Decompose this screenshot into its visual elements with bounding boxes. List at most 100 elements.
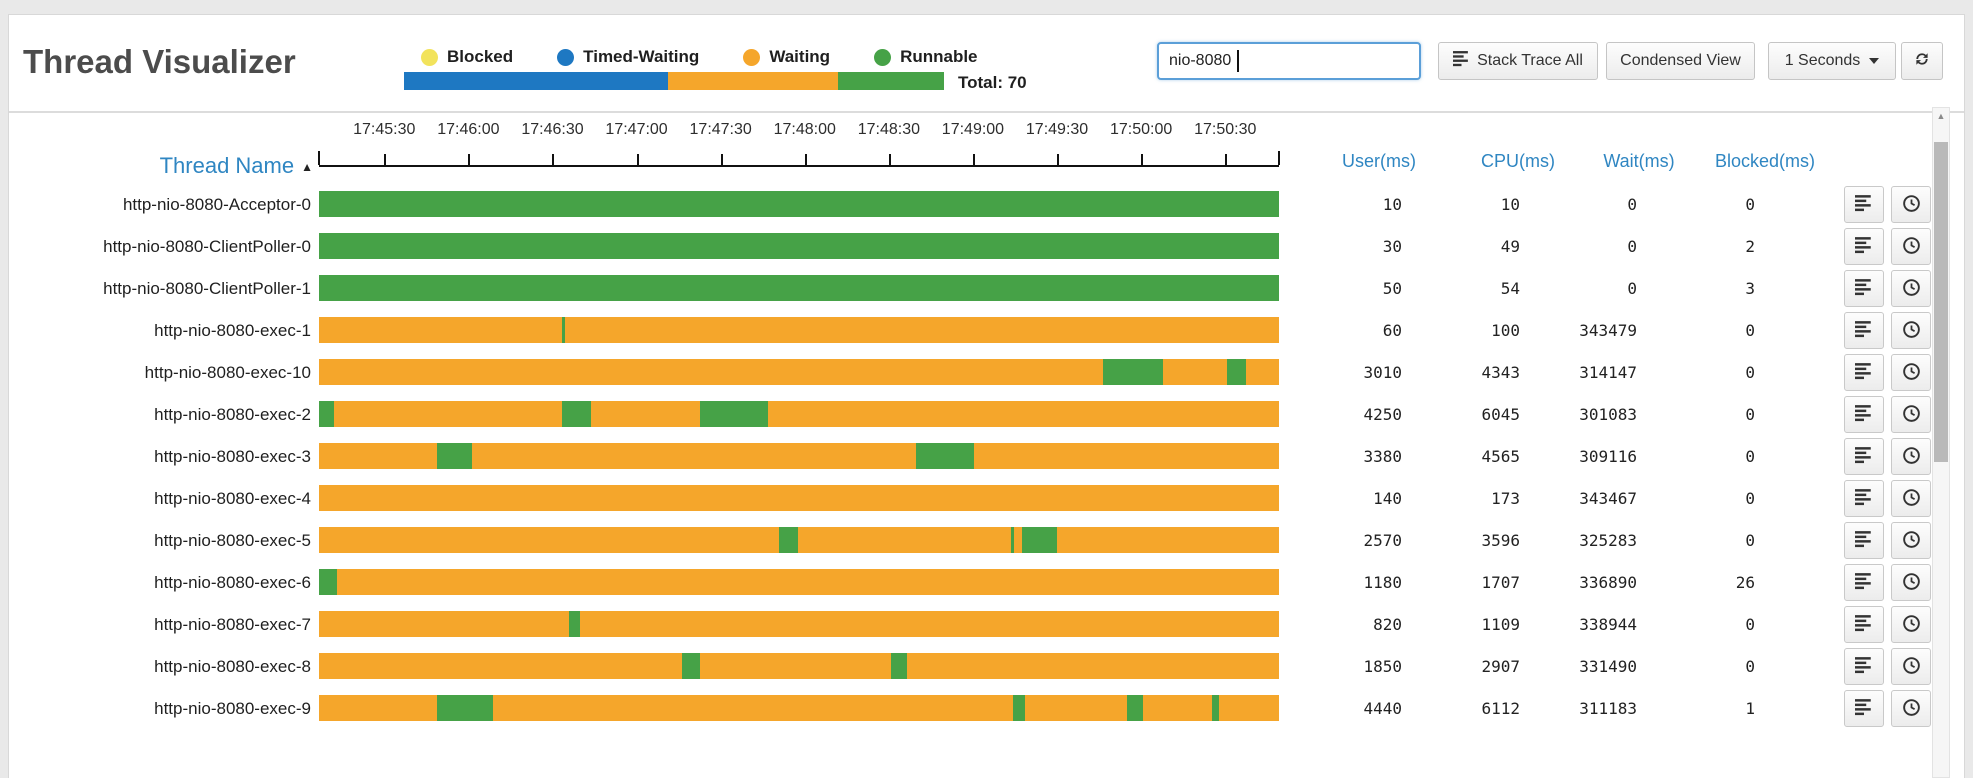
clock-icon bbox=[1902, 614, 1921, 636]
thread-timeline-bar[interactable] bbox=[319, 569, 1279, 595]
clock-icon bbox=[1902, 404, 1921, 426]
condensed-view-button[interactable]: Condensed View bbox=[1606, 42, 1755, 80]
legend-item: Runnable bbox=[874, 47, 978, 67]
thread-timeline-bar[interactable] bbox=[319, 233, 1279, 259]
row-history-button[interactable] bbox=[1891, 396, 1931, 433]
column-header-cpu[interactable]: CPU(ms) bbox=[1481, 151, 1555, 171]
axis-tick bbox=[1225, 154, 1228, 165]
user-ms-cell: 4250 bbox=[1363, 405, 1402, 424]
wait-ms-cell: 331490 bbox=[1579, 657, 1637, 676]
page-title: Thread Visualizer bbox=[23, 43, 296, 80]
legend-item-label: Waiting bbox=[769, 47, 831, 66]
thread-timeline-bar[interactable] bbox=[319, 191, 1279, 217]
legend-item: Blocked bbox=[421, 47, 513, 67]
wait-ms-cell: 0 bbox=[1627, 195, 1637, 214]
search-wrapper bbox=[1157, 42, 1421, 80]
clock-icon bbox=[1902, 278, 1921, 300]
interval-dropdown[interactable]: 1 Seconds bbox=[1768, 42, 1896, 80]
wait-ms-cell: 343479 bbox=[1579, 321, 1637, 340]
column-header-wait[interactable]: Wait(ms) bbox=[1603, 151, 1675, 171]
table-row: http-nio-8080-exec-5 2570 3596 325283 0 bbox=[9, 519, 1964, 561]
thread-timeline-bar[interactable] bbox=[319, 443, 1279, 469]
cpu-ms-cell: 10 bbox=[1500, 195, 1520, 214]
wait-ms-cell: 325283 bbox=[1579, 531, 1637, 550]
clock-icon bbox=[1902, 572, 1921, 594]
axis-tick-label: 17:46:30 bbox=[521, 121, 584, 138]
row-stack-trace-button[interactable] bbox=[1844, 228, 1884, 265]
thread-timeline-bar[interactable] bbox=[319, 527, 1279, 553]
align-left-icon bbox=[1855, 656, 1873, 677]
row-stack-trace-button[interactable] bbox=[1844, 354, 1884, 391]
row-stack-trace-button[interactable] bbox=[1844, 186, 1884, 223]
thread-timeline-bar[interactable] bbox=[319, 695, 1279, 721]
total-threads-label: Total: 70 bbox=[958, 73, 1027, 92]
table-row: http-nio-8080-exec-9 4440 6112 311183 1 bbox=[9, 687, 1964, 729]
row-history-button[interactable] bbox=[1891, 564, 1931, 601]
scrollbar-thumb[interactable] bbox=[1934, 142, 1948, 462]
caret-down-icon bbox=[1869, 58, 1880, 64]
blocked-ms-cell: 0 bbox=[1745, 363, 1755, 382]
runnable-segment bbox=[319, 569, 338, 595]
table-row: http-nio-8080-ClientPoller-1 50 54 0 3 bbox=[9, 267, 1964, 309]
cpu-ms-cell: 2907 bbox=[1481, 657, 1520, 676]
clock-icon bbox=[1902, 236, 1921, 258]
refresh-button[interactable] bbox=[1901, 42, 1943, 80]
row-history-button[interactable] bbox=[1891, 606, 1931, 643]
align-left-icon bbox=[1453, 50, 1470, 72]
runnable-segment bbox=[1211, 695, 1219, 721]
row-stack-trace-button[interactable] bbox=[1844, 648, 1884, 685]
interval-label: 1 Seconds bbox=[1784, 52, 1861, 69]
row-history-button[interactable] bbox=[1891, 270, 1931, 307]
distribution-segment bbox=[838, 72, 944, 90]
runnable-segment bbox=[1013, 695, 1025, 721]
user-ms-cell: 4440 bbox=[1363, 699, 1402, 718]
row-history-button[interactable] bbox=[1891, 354, 1931, 391]
column-header-blocked[interactable]: Blocked(ms) bbox=[1714, 151, 1816, 171]
stack-trace-all-label: Stack Trace All bbox=[1477, 52, 1583, 69]
blocked-ms-cell: 0 bbox=[1745, 615, 1755, 634]
legend-item-label: Timed-Waiting bbox=[583, 47, 700, 66]
user-ms-cell: 1850 bbox=[1363, 657, 1402, 676]
row-history-button[interactable] bbox=[1891, 480, 1931, 517]
row-stack-trace-button[interactable] bbox=[1844, 606, 1884, 643]
user-ms-cell: 30 bbox=[1382, 237, 1402, 256]
legend-item: Timed-Waiting bbox=[557, 47, 699, 67]
row-history-button[interactable] bbox=[1891, 522, 1931, 559]
row-stack-trace-button[interactable] bbox=[1844, 396, 1884, 433]
row-history-button[interactable] bbox=[1891, 312, 1931, 349]
legend-item-label: Runnable bbox=[900, 47, 978, 66]
stack-trace-all-button[interactable]: Stack Trace All bbox=[1438, 42, 1598, 80]
thread-timeline-bar[interactable] bbox=[319, 485, 1279, 511]
thread-name: http-nio-8080-exec-7 bbox=[154, 615, 311, 634]
row-stack-trace-button[interactable] bbox=[1844, 312, 1884, 349]
row-stack-trace-button[interactable] bbox=[1844, 438, 1884, 475]
thread-timeline-bar[interactable] bbox=[319, 317, 1279, 343]
thread-timeline-bar[interactable] bbox=[319, 611, 1279, 637]
align-left-icon bbox=[1855, 530, 1873, 551]
row-stack-trace-button[interactable] bbox=[1844, 564, 1884, 601]
search-input[interactable] bbox=[1157, 42, 1421, 80]
column-header-user[interactable]: User(ms) bbox=[1342, 151, 1416, 171]
thread-timeline-bar[interactable] bbox=[319, 359, 1279, 385]
clock-icon bbox=[1902, 320, 1921, 342]
row-history-button[interactable] bbox=[1891, 186, 1931, 223]
thread-timeline-bar[interactable] bbox=[319, 275, 1279, 301]
scrollbar-up-arrow-icon[interactable]: ▲ bbox=[1936, 111, 1946, 121]
align-left-icon bbox=[1855, 236, 1873, 257]
row-history-button[interactable] bbox=[1891, 228, 1931, 265]
thread-timeline-bar[interactable] bbox=[319, 653, 1279, 679]
row-history-button[interactable] bbox=[1891, 690, 1931, 727]
align-left-icon bbox=[1855, 698, 1873, 719]
row-history-button[interactable] bbox=[1891, 438, 1931, 475]
legend: Blocked Timed-Waiting Waiting Runnable bbox=[421, 47, 978, 67]
row-stack-trace-button[interactable] bbox=[1844, 522, 1884, 559]
row-stack-trace-button[interactable] bbox=[1844, 690, 1884, 727]
row-stack-trace-button[interactable] bbox=[1844, 480, 1884, 517]
legend-dot-icon bbox=[874, 48, 892, 66]
row-history-button[interactable] bbox=[1891, 648, 1931, 685]
row-stack-trace-button[interactable] bbox=[1844, 270, 1884, 307]
thread-name-sort-header[interactable]: Thread Name ▲ bbox=[129, 153, 313, 179]
thread-timeline-bar[interactable] bbox=[319, 401, 1279, 427]
time-axis: 17:45:30 17:46:00 17:46:30 17:47:00 17:47:30… bbox=[318, 115, 1280, 167]
